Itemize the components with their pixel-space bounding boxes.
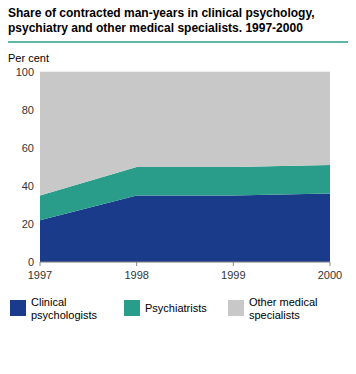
x-tick [136, 262, 137, 266]
y-tick-label: 0 [28, 256, 34, 268]
x-tick-label: 1997 [28, 269, 52, 281]
y-label: Per cent [8, 52, 49, 64]
legend-label: psychologists [31, 309, 98, 321]
x-tick [40, 262, 41, 266]
x-tick-label: 1998 [124, 269, 148, 281]
y-tick-label: 40 [22, 180, 34, 192]
legend-label: Clinical [31, 296, 66, 308]
y-tick-label: 60 [22, 142, 34, 154]
area [40, 72, 330, 196]
y-tick-label: 80 [22, 104, 34, 116]
legend-label: Other medical [249, 296, 317, 308]
x-tick-label: 1999 [221, 269, 245, 281]
chart: Share of contracted man-years in clinica… [0, 0, 356, 374]
plot-area [40, 72, 330, 262]
title: Share of contracted man-years in clinica… [8, 6, 315, 20]
legend-label: specialists [249, 309, 300, 321]
y-tick-label: 20 [22, 218, 34, 230]
title: psychiatry and other medical specialists… [8, 21, 303, 35]
title-rule [8, 41, 348, 43]
legend-swatch [124, 300, 140, 316]
x-tick-label: 2000 [318, 269, 342, 281]
y-tick-label: 100 [16, 66, 34, 78]
x-tick [233, 262, 234, 266]
legend-label: Psychiatrists [145, 302, 207, 314]
x-axis [40, 262, 330, 263]
x-tick [330, 262, 331, 266]
grid-line [40, 262, 330, 263]
legend-swatch [10, 300, 26, 316]
legend-swatch [228, 300, 244, 316]
